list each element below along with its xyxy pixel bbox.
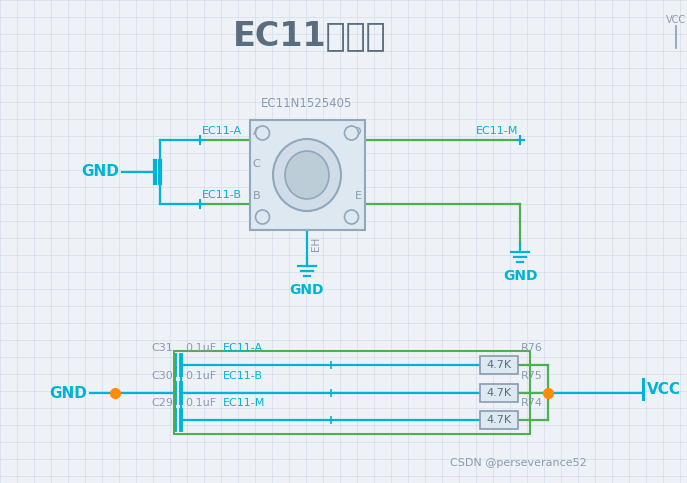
Text: GND: GND: [503, 269, 537, 283]
Bar: [480, 356, 518, 374]
Text: GND: GND: [81, 165, 119, 180]
Text: EC11N1525405: EC11N1525405: [261, 97, 352, 110]
Text: EC11-B: EC11-B: [202, 190, 242, 200]
Text: 4.7K: 4.7K: [486, 415, 512, 425]
Text: E: E: [354, 191, 361, 201]
Text: 0.1uF: 0.1uF: [185, 343, 216, 353]
Circle shape: [256, 210, 269, 224]
Bar: [249, 120, 365, 230]
Text: VCC: VCC: [647, 382, 681, 397]
Circle shape: [256, 126, 269, 140]
Text: EC11-A: EC11-A: [223, 343, 263, 353]
Text: CSDN @perseverance52: CSDN @perseverance52: [450, 458, 587, 468]
Text: GND: GND: [290, 283, 324, 297]
Text: 4.7K: 4.7K: [486, 360, 512, 370]
Text: EC11-M: EC11-M: [475, 126, 518, 136]
Text: EC11编码器: EC11编码器: [233, 19, 387, 53]
Circle shape: [344, 210, 359, 224]
Text: VCC: VCC: [666, 15, 686, 25]
Text: D: D: [353, 127, 361, 137]
Text: C: C: [253, 159, 260, 169]
Text: R74: R74: [521, 398, 543, 408]
Text: 4.7K: 4.7K: [486, 388, 512, 398]
Text: EC11-A: EC11-A: [202, 126, 242, 136]
Bar: [480, 411, 518, 429]
Bar: [174, 351, 530, 434]
Text: R75: R75: [521, 371, 543, 381]
Bar: [480, 384, 518, 402]
Text: C31: C31: [151, 343, 173, 353]
Text: B: B: [253, 191, 260, 201]
Text: R76: R76: [521, 343, 543, 353]
Text: 0.1uF: 0.1uF: [185, 371, 216, 381]
Text: EH: EH: [311, 237, 321, 251]
Text: A: A: [253, 127, 260, 137]
Text: C29: C29: [151, 398, 173, 408]
Circle shape: [344, 126, 359, 140]
Text: EC11-M: EC11-M: [223, 398, 265, 408]
Text: 0.1uF: 0.1uF: [185, 398, 216, 408]
Ellipse shape: [273, 139, 341, 211]
Text: EC11-B: EC11-B: [223, 371, 263, 381]
Ellipse shape: [285, 151, 329, 199]
Text: GND: GND: [49, 385, 87, 400]
Text: C30: C30: [151, 371, 173, 381]
